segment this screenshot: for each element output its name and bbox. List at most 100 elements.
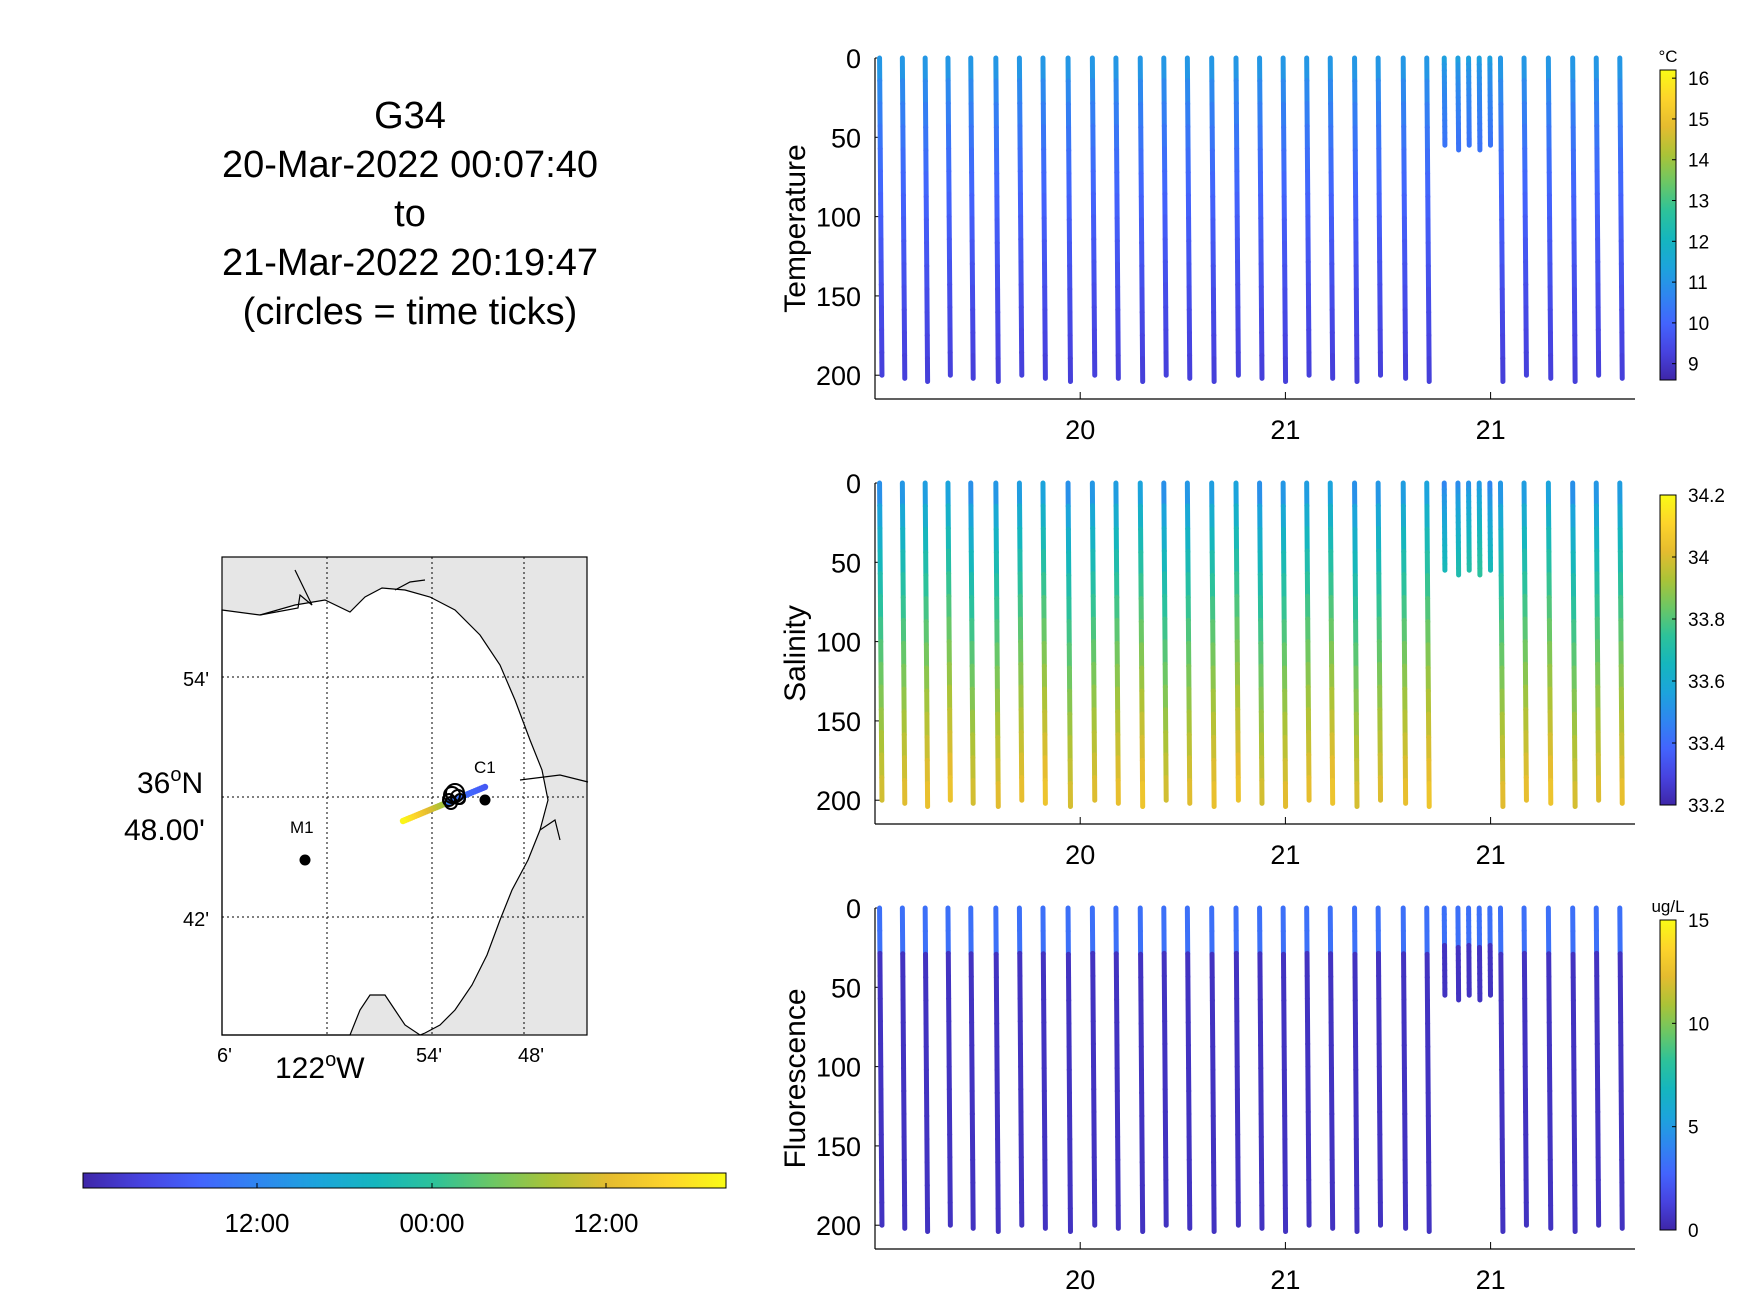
colorbar-tick-label: 16	[1688, 69, 1709, 90]
y-tick-label: 0	[846, 44, 861, 74]
profile-trace	[1476, 55, 1483, 153]
profile-trace	[1545, 480, 1554, 806]
y-tick-label: 200	[816, 786, 861, 816]
profile-trace	[1089, 55, 1098, 378]
profile-trace	[1280, 55, 1289, 385]
fluorescence-axis-label: Fluorescence	[779, 988, 812, 1168]
map-ocean	[221, 587, 549, 1036]
profile-trace	[1375, 905, 1384, 1228]
lat-label-degrees: 36oN	[137, 764, 203, 800]
lat-tick-42: 42'	[183, 909, 209, 931]
profile-trace	[993, 480, 1001, 810]
profile-trace	[1441, 905, 1448, 998]
profile-trace	[922, 905, 931, 1235]
profile-trace	[1352, 905, 1360, 1235]
profile-trace	[1424, 905, 1432, 1235]
time-colorbar	[82, 1172, 727, 1189]
colorbar-tick-label: 34.2	[1688, 486, 1725, 507]
profile-trace	[1455, 480, 1462, 578]
profile-trace	[1570, 480, 1578, 810]
colorbar-tick-label: 33.2	[1688, 796, 1725, 817]
to-label: to	[394, 193, 426, 235]
time-tick-2: 00:00	[399, 1208, 464, 1238]
profile-trace	[1455, 55, 1462, 153]
colorbar-tick-label: 34	[1688, 548, 1710, 569]
profile-trace	[968, 905, 976, 1231]
x-tick-label: 21	[1270, 415, 1300, 445]
circles-note: (circles = time ticks)	[242, 291, 578, 333]
profile-trace	[1441, 55, 1448, 148]
station-m1-label: M1	[290, 818, 314, 837]
station-c1-label: C1	[474, 758, 496, 777]
profile-trace	[1209, 480, 1217, 810]
lon-tick-48: 48'	[518, 1045, 544, 1067]
profile-trace	[1040, 905, 1048, 1231]
profile-trace	[1476, 480, 1483, 578]
lon-tick-54: 54'	[416, 1045, 442, 1067]
profile-trace	[1040, 55, 1048, 381]
profile-trace	[1424, 55, 1432, 385]
profile-trace	[1184, 480, 1193, 806]
profile-trace	[1137, 905, 1146, 1235]
temperature-section-panel: 0 50 100 150 200 20 21 21 Temperature 9 10 11 12 13 14…	[779, 44, 1710, 445]
profile-trace	[1521, 55, 1529, 378]
profile-trace	[1233, 55, 1241, 378]
y-tick-label: 150	[816, 282, 861, 312]
profile-trace	[1016, 480, 1025, 803]
colorbar-unit: ug/L	[1651, 897, 1684, 916]
end-time: 21-Mar-2022 20:19:47	[221, 242, 599, 284]
profile-trace	[1327, 55, 1336, 381]
profile-trace	[1233, 905, 1241, 1228]
profile-trace	[1327, 480, 1336, 806]
profile-trace	[1497, 905, 1506, 1235]
profile-trace	[1521, 905, 1529, 1228]
profile-trace	[1487, 480, 1493, 573]
map-frame	[221, 556, 588, 1036]
temperature-axis-label: Temperature	[779, 144, 812, 312]
profile-trace	[1257, 905, 1265, 1231]
salinity-section-panel: 0 50 100 150 200 20 21 21 Salinity 33.2 33.4 33.6 33…	[779, 469, 1725, 870]
figure-title: G34 20-Mar-2022 00:07:40 to 21-Mar-2022 …	[150, 92, 670, 337]
profile-trace	[1304, 55, 1312, 378]
profile-trace	[1400, 905, 1409, 1231]
y-tick-label: 0	[846, 894, 861, 924]
profile-trace	[1617, 905, 1625, 1231]
profile-trace	[1113, 480, 1121, 806]
colorbar-tick-label: 0	[1688, 1221, 1699, 1242]
profile-trace	[877, 905, 885, 1228]
profile-trace	[1161, 55, 1169, 378]
profile-trace	[899, 55, 908, 381]
profile-trace	[1466, 480, 1472, 573]
colorbar-tick-label: 33.6	[1688, 672, 1725, 693]
y-tick-label: 200	[816, 361, 861, 391]
profile-trace	[1593, 480, 1602, 803]
profile-trace	[1304, 905, 1312, 1228]
profile-trace	[1375, 480, 1384, 803]
colorbar-unit: °C	[1658, 47, 1677, 66]
profile-trace	[1352, 480, 1360, 810]
colorbar-tick-label: 13	[1688, 192, 1709, 213]
y-tick-label: 200	[816, 1211, 861, 1241]
profile-trace	[899, 905, 908, 1231]
fluorescence-colorbar	[1659, 919, 1677, 1231]
profile-trace	[877, 480, 885, 803]
profile-trace	[1137, 480, 1146, 810]
x-tick-label: 20	[1065, 840, 1095, 870]
start-time: 20-Mar-2022 00:07:40	[221, 144, 599, 186]
profile-trace	[1466, 55, 1472, 148]
x-tick-label: 21	[1270, 1265, 1300, 1295]
profile-trace	[968, 55, 976, 381]
profile-trace	[1487, 905, 1493, 998]
profile-trace	[1161, 480, 1169, 803]
lon-tick-6: 6'	[217, 1045, 232, 1067]
profile-trace	[945, 480, 953, 803]
x-tick-label: 20	[1065, 1265, 1095, 1295]
profile-trace	[1065, 480, 1073, 810]
profile-trace	[1617, 55, 1625, 381]
profile-trace	[1424, 480, 1432, 810]
profile-trace	[1497, 55, 1506, 385]
y-tick-label: 150	[816, 707, 861, 737]
y-tick-label: 50	[831, 548, 861, 578]
profile-trace	[1280, 905, 1289, 1235]
